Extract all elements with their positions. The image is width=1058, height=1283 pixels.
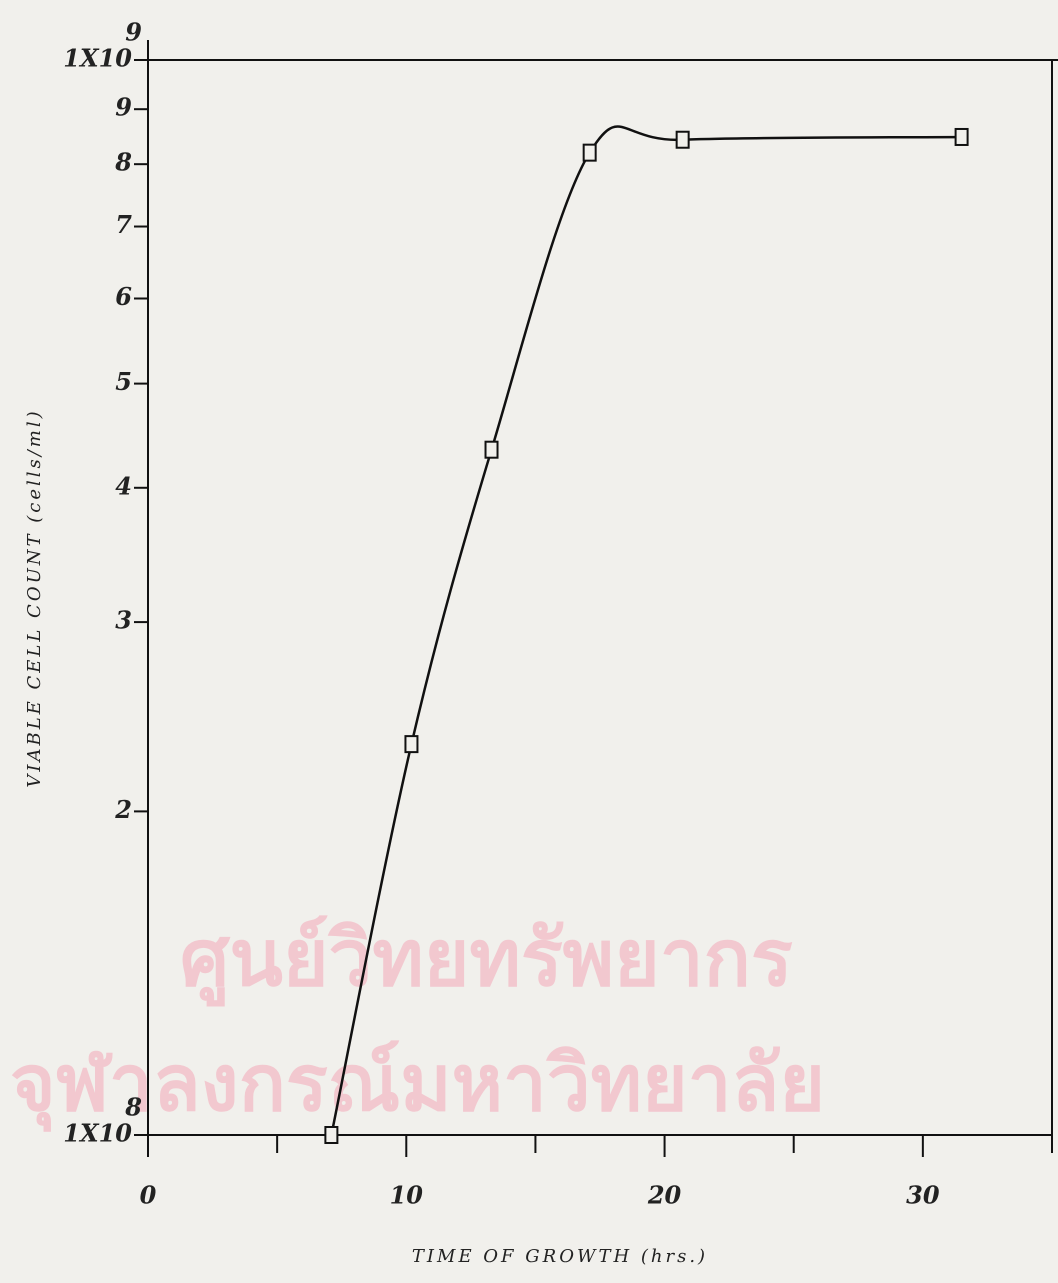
y-tick-label: 7: [115, 210, 132, 239]
y-tick-label: 9: [115, 93, 132, 122]
data-point: [956, 129, 968, 145]
y-axis-title: VIABLE CELL COUNT (cells/ml): [24, 408, 45, 787]
data-point: [584, 145, 596, 161]
data-point: [677, 132, 689, 148]
x-axis-title: TIME OF GROWTH (hrs.): [412, 1246, 708, 1267]
x-tick-label: 0: [140, 1181, 157, 1210]
y-tick-label: 5: [115, 367, 132, 396]
y-tick-label: 1X10: [63, 1119, 132, 1148]
y-tick-label: 4: [115, 471, 132, 500]
y-tick-label: 6: [115, 282, 132, 311]
y-tick-label: 1X10: [63, 44, 132, 73]
page: {"chart_data": {"type": "line", "x_label…: [0, 0, 1058, 1283]
y-tick-exponent: 8: [124, 1093, 142, 1122]
x-tick-label: 10: [390, 1181, 424, 1210]
data-point: [325, 1127, 337, 1143]
x-tick-label: 30: [906, 1181, 940, 1210]
data-point: [486, 442, 498, 458]
x-tick-label: 20: [647, 1181, 682, 1210]
y-tick-label: 2: [114, 795, 132, 824]
y-tick-label: 3: [115, 606, 132, 635]
watermark: ศูนย์วิทยทรัพยากร: [180, 914, 793, 1007]
data-point: [405, 736, 417, 752]
chart: ศูนย์วิทยทรัพยากร จุฬาลงกรณ์มหาวิทยาลัย …: [0, 0, 1058, 1283]
y-tick-label: 8: [114, 148, 132, 177]
y-tick-exponent: 9: [125, 18, 142, 47]
